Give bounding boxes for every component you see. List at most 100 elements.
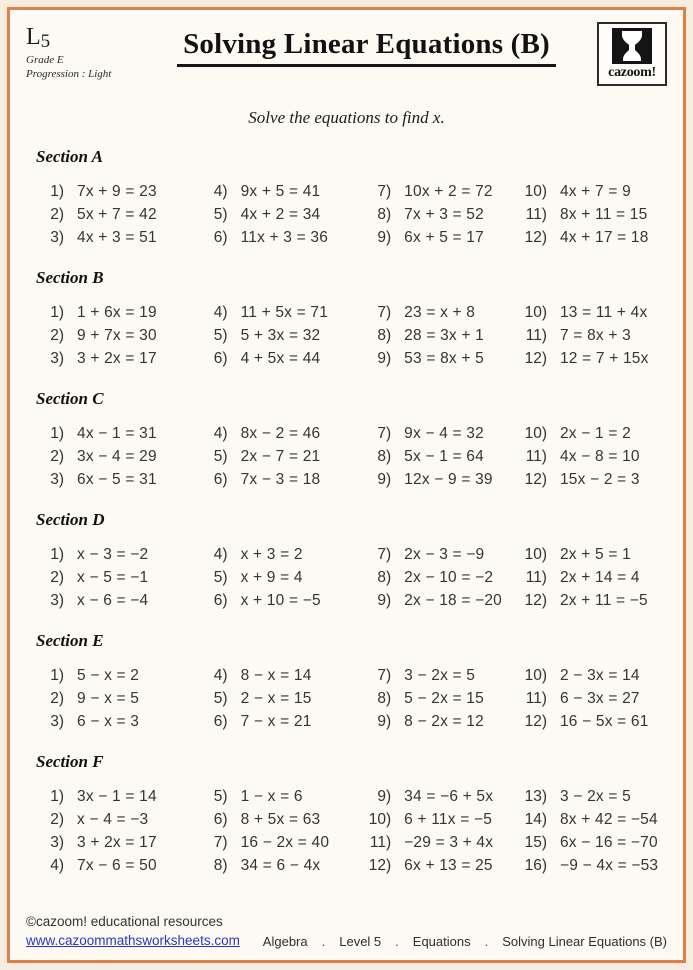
problem-number: 4)	[213, 304, 228, 321]
title-wrap: Solving Linear Equations (B)	[144, 22, 589, 67]
problem-number: 7)	[377, 304, 392, 321]
problem-item: 11) 2x + 14 = 4	[515, 566, 663, 589]
problem-item: 10) 13 = 11 + 4x	[515, 301, 663, 324]
problems-grid: 1) 5 − x = 2 2) 9 − x = 5 3) 6 − x = 3 4) 8 − x…	[26, 664, 667, 733]
problem-number: 10)	[524, 304, 547, 321]
problem-item: 1) 4x − 1 = 31	[32, 422, 196, 445]
sections-container: Section A 1) 7x + 9 = 23 2) 5x + 7 = 42 3) 4x …	[26, 147, 667, 877]
problem-equation: 4x + 17 = 18	[559, 229, 649, 246]
problem-item: 10) 4x + 7 = 9	[515, 180, 663, 203]
grade-label: Grade E	[26, 54, 64, 66]
problem-equation: 1 − x = 6	[240, 788, 303, 805]
problem-equation: 5 − x = 2	[77, 667, 140, 684]
section-b: Section B 1) 1 + 6x = 19 2) 9 + 7x = 30 3) 3 +…	[26, 268, 667, 370]
problem-equation: 13 = 11 + 4x	[559, 304, 648, 321]
problem-number: 8)	[377, 448, 392, 465]
problem-number: 1)	[50, 546, 64, 563]
problem-equation: 3x − 4 = 29	[77, 448, 157, 465]
problem-equation: −29 = 3 + 4x	[404, 834, 494, 851]
problem-number: 10)	[368, 811, 392, 828]
problem-item: 13) 3 − 2x = 5	[515, 785, 663, 808]
problem-number: 5)	[213, 206, 228, 223]
problem-number: 11)	[525, 690, 547, 707]
problem-item: 16) −9 − 4x = −53	[515, 854, 663, 877]
problem-equation: 1 + 6x = 19	[77, 304, 157, 321]
problem-number: 8)	[377, 569, 392, 586]
problem-equation: 2x + 11 = −5	[559, 592, 648, 609]
problem-number: 1)	[50, 667, 64, 684]
problem-item: 8) 34 = 6 − 4x	[196, 854, 360, 877]
problem-number: 7)	[377, 425, 392, 442]
problem-equation: 6 + 11x = −5	[404, 811, 493, 828]
problem-equation: 53 = 8x + 5	[404, 350, 484, 367]
problem-number: 1)	[50, 425, 64, 442]
problem-equation: 8 − 2x = 12	[404, 713, 484, 730]
problem-item: 7) 10x + 2 = 72	[359, 180, 515, 203]
level-letter: L	[26, 24, 41, 50]
problem-number: 7)	[213, 834, 228, 851]
problem-equation: x − 4 = −3	[77, 811, 149, 828]
problem-number: 3)	[50, 350, 64, 367]
problem-equation: 5x − 1 = 64	[404, 448, 484, 465]
problem-item: 4) x + 3 = 2	[196, 543, 360, 566]
problem-number: 7)	[377, 183, 392, 200]
problem-equation: 11x + 3 = 36	[240, 229, 329, 246]
problem-item: 8) 5x − 1 = 64	[359, 445, 515, 468]
problem-equation: 9x − 4 = 32	[404, 425, 484, 442]
problem-number: 1)	[50, 788, 64, 805]
problem-item: 11) 6 − 3x = 27	[515, 687, 663, 710]
problem-equation: 8x + 42 = −54	[559, 811, 658, 828]
problem-equation: 7x + 3 = 52	[404, 206, 484, 223]
problem-number: 5)	[213, 788, 228, 805]
problem-number: 11)	[525, 206, 547, 223]
problem-item: 9) 53 = 8x + 5	[359, 347, 515, 370]
problem-equation: 2x + 5 = 1	[559, 546, 631, 563]
problem-number: 2)	[50, 690, 64, 707]
problem-number: 9)	[377, 713, 392, 730]
problem-equation: 5x + 7 = 42	[77, 206, 157, 223]
problem-item: 7) 23 = x + 8	[359, 301, 515, 324]
problem-number: 9)	[377, 471, 392, 488]
breadcrumb-item: Level 5	[339, 934, 382, 949]
problem-item: 1) 7x + 9 = 23	[32, 180, 196, 203]
section-heading: Section D	[36, 510, 105, 529]
problem-number: 12)	[524, 592, 547, 609]
problem-item: 2) x − 4 = −3	[32, 808, 196, 831]
problem-item: 2) 3x − 4 = 29	[32, 445, 196, 468]
problem-item: 12) 16 − 5x = 61	[515, 710, 663, 733]
problem-equation: 4x + 2 = 34	[240, 206, 321, 223]
problem-item: 12) 15x − 2 = 3	[515, 468, 663, 491]
problem-number: 7)	[377, 546, 392, 563]
problem-equation: 2x − 10 = −2	[404, 569, 494, 586]
problem-item: 3) x − 6 = −4	[32, 589, 196, 612]
problem-item: 11) 7 = 8x + 3	[515, 324, 663, 347]
cazoom-logo: cazoom!	[597, 22, 667, 86]
level-code: L5	[26, 24, 144, 53]
problem-number: 2)	[50, 569, 64, 586]
problem-equation: x − 6 = −4	[77, 592, 149, 609]
problem-equation: −9 − 4x = −53	[559, 857, 659, 874]
problem-item: 8) 7x + 3 = 52	[359, 203, 515, 226]
problem-number: 5)	[213, 327, 228, 344]
problem-number: 9)	[377, 229, 392, 246]
problem-item: 9) 2x − 18 = −20	[359, 589, 515, 612]
problem-item: 9) 34 = −6 + 5x	[359, 785, 515, 808]
problem-equation: 34 = 6 − 4x	[240, 857, 321, 874]
problem-number: 9)	[377, 350, 392, 367]
problem-equation: 7x − 6 = 50	[77, 857, 157, 874]
problem-item: 6) 7 − x = 21	[196, 710, 360, 733]
section-heading: Section C	[36, 389, 104, 408]
problem-item: 9) 12x − 9 = 39	[359, 468, 515, 491]
problem-equation: 12x − 9 = 39	[404, 471, 493, 488]
problem-item: 6) 4 + 5x = 44	[196, 347, 360, 370]
problem-item: 12) 6x + 13 = 25	[359, 854, 515, 877]
problem-item: 11) 4x − 8 = 10	[515, 445, 663, 468]
breadcrumb-separator: .	[321, 934, 326, 949]
problem-number: 6)	[213, 229, 228, 246]
website-link[interactable]: www.cazoommathsworksheets.com	[26, 933, 240, 948]
progression-label: Progression : Light	[26, 68, 112, 80]
problem-item: 8) 28 = 3x + 1	[359, 324, 515, 347]
problem-item: 2) 9 + 7x = 30	[32, 324, 196, 347]
problem-number: 5)	[213, 569, 228, 586]
problem-number: 11)	[369, 834, 392, 851]
